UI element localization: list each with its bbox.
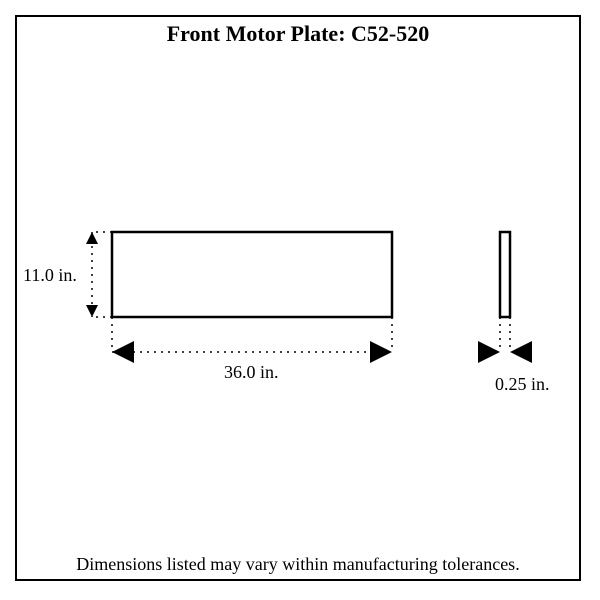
drawing-frame: Front Motor Plate: C52-520 11.0 in. 36.0…	[15, 15, 581, 581]
tolerance-footnote: Dimensions listed may vary within manufa…	[17, 554, 579, 575]
drawing-canvas	[17, 17, 579, 579]
width-dimension-label: 36.0 in.	[224, 362, 279, 383]
height-dimension-label: 11.0 in.	[23, 265, 77, 286]
thickness-dimension-label: 0.25 in.	[495, 374, 550, 395]
